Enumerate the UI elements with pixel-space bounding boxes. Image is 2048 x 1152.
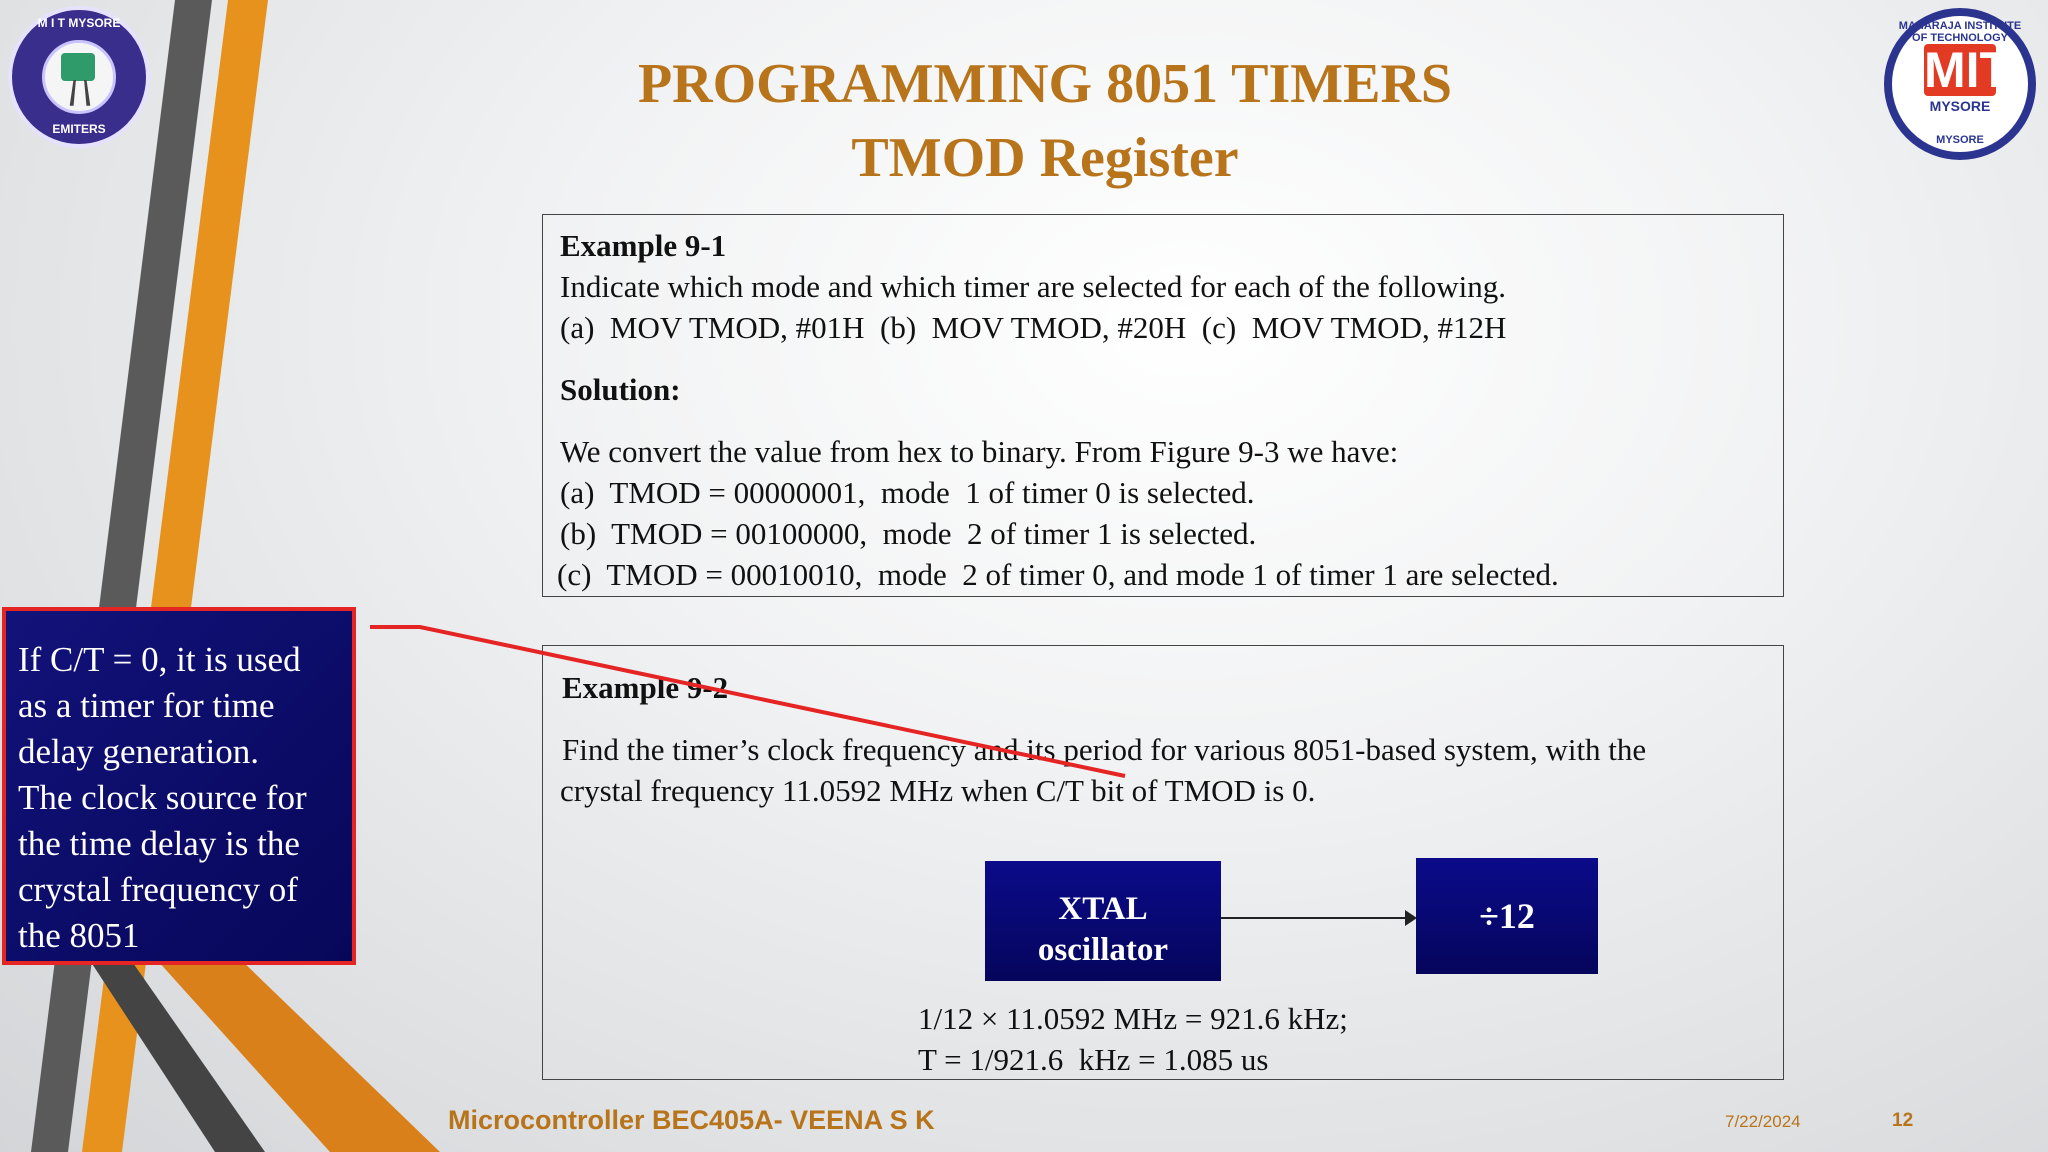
callout-line-5: the time delay is the [18,824,300,863]
example-9-2-question-line2: crystal frequency 11.0592 MHz when C/T b… [560,773,1316,808]
logo-right-city: MYSORE [1929,98,1991,114]
footer-date: 7/22/2024 [1725,1112,1801,1131]
callout-line-7: the 8051 [18,916,140,955]
callout-line-1: If C/T = 0, it is used [18,640,301,679]
logo-right-arc-bottom: MYSORE [1936,134,1984,146]
example-9-1-solution-intro: We convert the value from hex to binary.… [560,434,1399,469]
example-9-2-box [542,645,1784,1080]
college-dept-logo: M I T MYSORE EMITERS [8,6,150,148]
arrow-head-icon [1405,910,1417,926]
period-result: T = 1/921.6 kHz = 1.085 us [918,1042,1269,1077]
example-9-1-answer-c: (c) TMOD = 00010010, mode 2 of timer 0, … [557,557,1559,592]
example-9-1-heading: Example 9-1 [560,228,727,263]
gray-stripe-bottom [70,930,265,1152]
xtal-oscillator-block: XTAL oscillator [985,861,1221,981]
example-9-1-answer-b: (b) TMOD = 00100000, mode 2 of timer 1 i… [560,516,1257,551]
divide-by-12-block: ÷12 [1416,858,1598,974]
chip-icon [61,53,95,81]
example-9-1-solution-heading: Solution: [560,372,681,407]
callout-line-3: delay generation. [18,732,260,771]
slide-title: PROGRAMMING 8051 TIMERS [637,53,1453,115]
footer-course: Microcontroller BEC405A- VEENA S K [448,1105,935,1135]
slide-subtitle: TMOD Register [851,127,1239,189]
block-arrow [1221,910,1417,926]
logo-left-arc-top: M I T MYSORE [37,16,121,30]
oscillator-label: oscillator [1037,932,1169,968]
logo-right-arc-top: MAHARAJA INSTITUTE OF TECHNOLOGY [1898,20,2022,44]
institute-logo: MAHARAJA INSTITUTE OF TECHNOLOGY MIT MYS… [1884,8,2036,160]
orange-stripe-bottom [130,930,440,1152]
callout-line-4: The clock source for [18,778,307,817]
xtal-label: XTAL [1058,891,1148,927]
logo-right-mark: MIT [1924,42,2011,98]
frequency-result: 1/12 × 11.0592 MHz = 921.6 kHz; [918,1001,1348,1036]
example-9-1-options: (a) MOV TMOD, #01H (b) MOV TMOD, #20H (c… [560,310,1507,345]
example-9-1-box [542,214,1784,597]
footer-page-number: 12 [1892,1110,1914,1131]
callout-line-2: as a timer for time [18,686,275,725]
logo-left-arc-bottom: EMITERS [52,122,106,136]
example-9-1-question: Indicate which mode and which timer are … [560,269,1506,304]
c-t-callout: If C/T = 0, it is used as a timer for ti… [2,607,356,965]
callout-line-6: crystal frequency of [18,870,298,909]
example-9-1-answer-a: (a) TMOD = 00000001, mode 1 of timer 0 i… [560,475,1255,510]
logo-left-emblem [42,40,116,114]
